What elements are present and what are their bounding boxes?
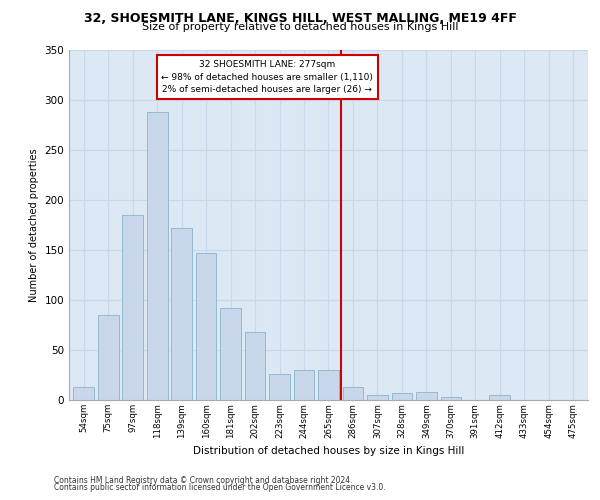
Bar xyxy=(73,387,94,400)
Bar xyxy=(269,374,290,400)
Bar xyxy=(490,395,510,400)
Text: Contains public sector information licensed under the Open Government Licence v3: Contains public sector information licen… xyxy=(54,484,386,492)
Bar xyxy=(122,215,143,400)
Bar xyxy=(196,253,217,400)
Bar xyxy=(367,395,388,400)
Bar xyxy=(392,393,412,400)
Text: 32 SHOESMITH LANE: 277sqm
← 98% of detached houses are smaller (1,110)
2% of sem: 32 SHOESMITH LANE: 277sqm ← 98% of detac… xyxy=(161,60,373,94)
Bar xyxy=(318,370,339,400)
Bar xyxy=(293,370,314,400)
Bar xyxy=(98,315,119,400)
Bar xyxy=(171,228,192,400)
Text: 32, SHOESMITH LANE, KINGS HILL, WEST MALLING, ME19 4FF: 32, SHOESMITH LANE, KINGS HILL, WEST MAL… xyxy=(83,12,517,26)
Text: Size of property relative to detached houses in Kings Hill: Size of property relative to detached ho… xyxy=(142,22,458,32)
Bar xyxy=(343,387,364,400)
Text: Contains HM Land Registry data © Crown copyright and database right 2024.: Contains HM Land Registry data © Crown c… xyxy=(54,476,353,485)
Bar xyxy=(245,332,265,400)
Bar xyxy=(416,392,437,400)
X-axis label: Distribution of detached houses by size in Kings Hill: Distribution of detached houses by size … xyxy=(193,446,464,456)
Bar xyxy=(440,397,461,400)
Y-axis label: Number of detached properties: Number of detached properties xyxy=(29,148,39,302)
Bar xyxy=(147,112,167,400)
Bar xyxy=(220,308,241,400)
